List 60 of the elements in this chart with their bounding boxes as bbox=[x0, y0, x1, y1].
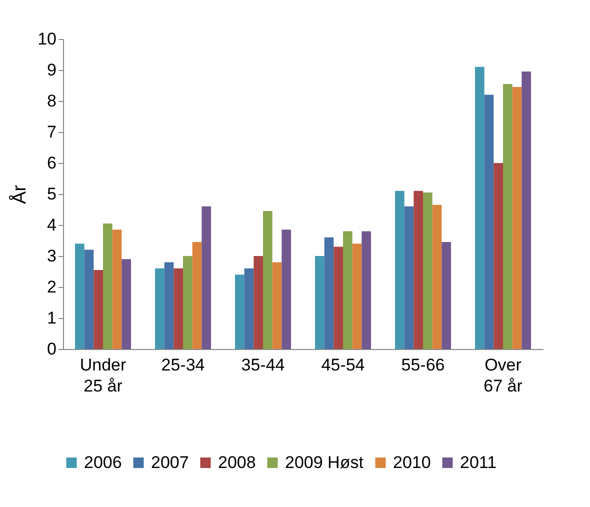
legend-label: 2011 bbox=[460, 452, 497, 472]
bar bbox=[263, 211, 272, 349]
bar bbox=[503, 84, 512, 349]
bar bbox=[343, 231, 352, 349]
x-tick-label: Under 25 år bbox=[80, 356, 126, 396]
x-tick-label: 25-34 bbox=[161, 356, 205, 374]
x-tick-label: 55-66 bbox=[401, 356, 445, 374]
bar bbox=[155, 268, 164, 349]
bar bbox=[174, 268, 183, 349]
bar bbox=[484, 94, 494, 349]
legend-label: 2007 bbox=[151, 452, 189, 472]
bar bbox=[475, 66, 484, 349]
bar bbox=[442, 242, 451, 349]
bar bbox=[334, 246, 343, 349]
x-tick-label: Over 67 år bbox=[484, 356, 523, 396]
x-tick-label: 45-54 bbox=[321, 356, 365, 374]
bar bbox=[103, 223, 112, 349]
bar bbox=[362, 231, 371, 349]
bar bbox=[94, 270, 103, 349]
bar bbox=[522, 72, 531, 349]
legend-label: 2009 Høst bbox=[285, 452, 364, 472]
y-tick-label: 4 bbox=[47, 216, 56, 234]
y-tick-label: 6 bbox=[47, 154, 56, 172]
y-tick-label: 10 bbox=[38, 30, 56, 48]
bar bbox=[244, 268, 254, 349]
bar bbox=[122, 259, 131, 349]
y-tick-label: 2 bbox=[47, 278, 56, 296]
y-tick-label: 7 bbox=[47, 122, 56, 142]
bar bbox=[84, 250, 94, 349]
bar bbox=[423, 192, 432, 349]
bar bbox=[404, 206, 414, 349]
y-tick-label: 3 bbox=[47, 246, 56, 266]
y-tick-label: 0 bbox=[47, 340, 56, 358]
bar bbox=[235, 274, 244, 349]
bar bbox=[202, 206, 211, 349]
x-tick-label: 35-44 bbox=[241, 356, 285, 374]
bar bbox=[254, 256, 263, 349]
bar bbox=[164, 262, 174, 349]
y-tick-label: 5 bbox=[47, 184, 56, 204]
bar bbox=[324, 237, 334, 349]
bar bbox=[75, 244, 84, 349]
bar bbox=[414, 190, 423, 349]
bar bbox=[432, 204, 442, 349]
bar bbox=[183, 256, 192, 349]
bar bbox=[494, 163, 503, 349]
bar bbox=[512, 87, 522, 349]
bar bbox=[315, 256, 324, 349]
bar bbox=[272, 262, 282, 349]
y-axis-title: År bbox=[8, 184, 31, 204]
bar bbox=[192, 242, 202, 349]
y-tick-label: 1 bbox=[47, 308, 56, 328]
y-tick-label: 9 bbox=[47, 60, 56, 80]
bar bbox=[395, 190, 404, 349]
legend-label: 2008 bbox=[218, 452, 256, 472]
legend-label: 2010 bbox=[393, 452, 431, 472]
bar bbox=[352, 244, 362, 349]
bar bbox=[282, 230, 291, 349]
y-tick-label: 8 bbox=[47, 92, 56, 110]
legend-label: 2006 bbox=[84, 452, 122, 472]
bar bbox=[112, 230, 122, 349]
